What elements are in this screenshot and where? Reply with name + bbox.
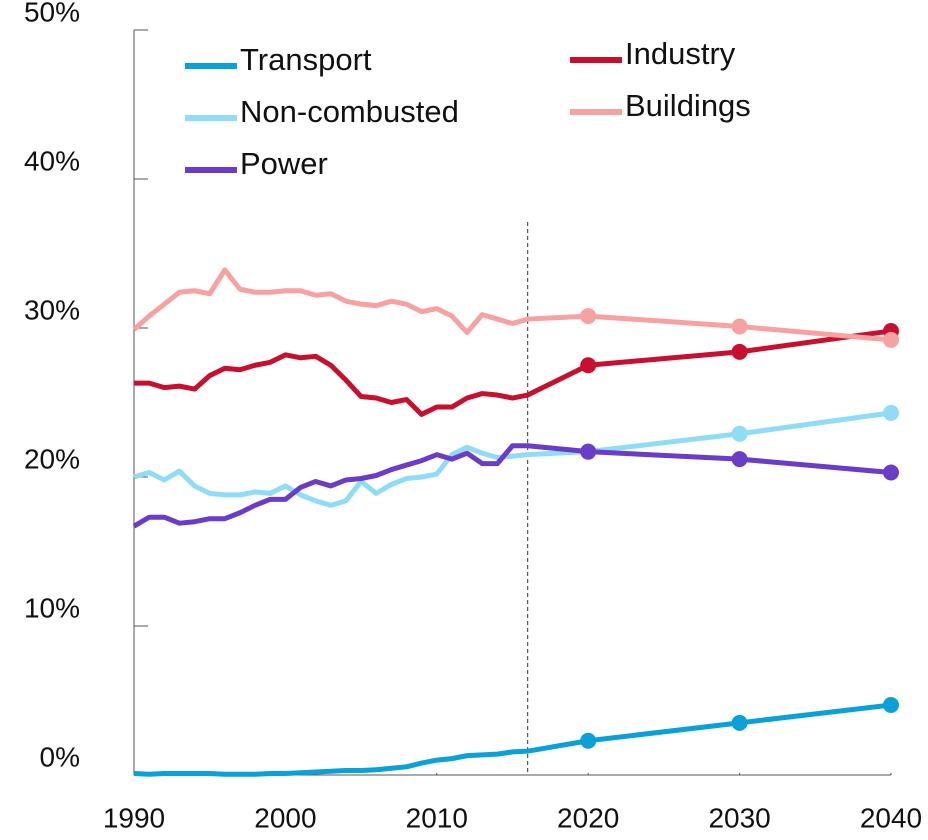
x-tick-label: 2040 bbox=[860, 802, 922, 833]
series-line bbox=[132, 443, 892, 529]
point bbox=[580, 308, 597, 325]
point bbox=[731, 714, 748, 731]
x-tick-label: 2030 bbox=[708, 802, 770, 833]
point bbox=[580, 357, 597, 374]
y-tick-label: 10% bbox=[24, 592, 80, 623]
legend-label: Buildings bbox=[625, 88, 751, 123]
point bbox=[731, 425, 748, 442]
point bbox=[580, 443, 597, 460]
x-tick-label: 1990 bbox=[103, 802, 165, 833]
y-tick-label: 30% bbox=[24, 294, 80, 325]
point bbox=[731, 343, 748, 360]
point bbox=[731, 451, 748, 468]
point bbox=[580, 732, 597, 749]
legend-label: Non-combusted bbox=[240, 94, 459, 129]
y-tick-label: 50% bbox=[24, 0, 80, 27]
x-tick-label: 2020 bbox=[557, 802, 619, 833]
series-line bbox=[132, 267, 892, 343]
y-tick-label: 20% bbox=[24, 443, 80, 474]
series-line bbox=[133, 410, 892, 508]
series-line bbox=[134, 328, 892, 417]
x-tick-label: 2010 bbox=[406, 802, 468, 833]
x-tick-label: 2000 bbox=[254, 802, 316, 833]
point bbox=[883, 464, 899, 481]
point bbox=[883, 696, 899, 713]
y-tick-label: 40% bbox=[24, 145, 80, 176]
y-tick-label: 0% bbox=[40, 741, 80, 772]
series-line bbox=[133, 702, 892, 777]
point bbox=[883, 331, 899, 348]
legend-label: Transport bbox=[240, 42, 372, 77]
legend-label: Industry bbox=[625, 36, 736, 71]
point bbox=[731, 318, 748, 335]
point bbox=[883, 404, 899, 421]
legend-label: Power bbox=[240, 146, 328, 181]
